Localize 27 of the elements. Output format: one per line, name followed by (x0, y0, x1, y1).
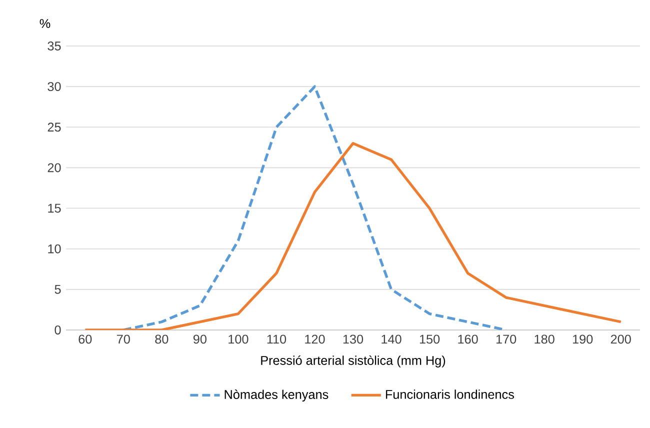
y-tick-label: 30 (48, 82, 61, 92)
x-tick-label: 130 (343, 334, 364, 344)
y-axis-title: % (40, 19, 50, 28)
x-tick-label: 120 (305, 334, 325, 344)
legend-label: Funcionaris londinencs (386, 390, 514, 399)
y-tick-label: 25 (48, 122, 61, 132)
x-tick-label: 80 (155, 334, 168, 344)
x-tick-label: 160 (458, 334, 478, 344)
x-tick-label: 90 (193, 334, 206, 344)
x-tick-label: 100 (228, 334, 248, 344)
x-axis-title: Pressió arterial sistòlica (mm Hg) (261, 355, 446, 368)
x-tick-label: 200 (610, 334, 631, 344)
x-tick-label: 110 (267, 334, 286, 344)
y-tick-label: 10 (48, 244, 61, 254)
x-tick-label: 180 (534, 334, 554, 344)
x-tick-label: 170 (496, 334, 516, 344)
y-tick-label: 5 (54, 284, 61, 294)
y-tick-label: 35 (48, 42, 61, 50)
x-tick-label: 190 (572, 334, 593, 344)
legend-label: Nòmades kenyans (224, 390, 328, 402)
x-tick-label: 70 (117, 334, 130, 344)
x-tick-label: 140 (382, 334, 402, 344)
x-tick-label: 150 (420, 334, 440, 344)
y-tick-label: 0 (54, 326, 61, 334)
y-tick-label: 20 (48, 163, 61, 172)
y-tick-label: 15 (48, 204, 61, 213)
x-tick-label: 60 (78, 334, 92, 344)
